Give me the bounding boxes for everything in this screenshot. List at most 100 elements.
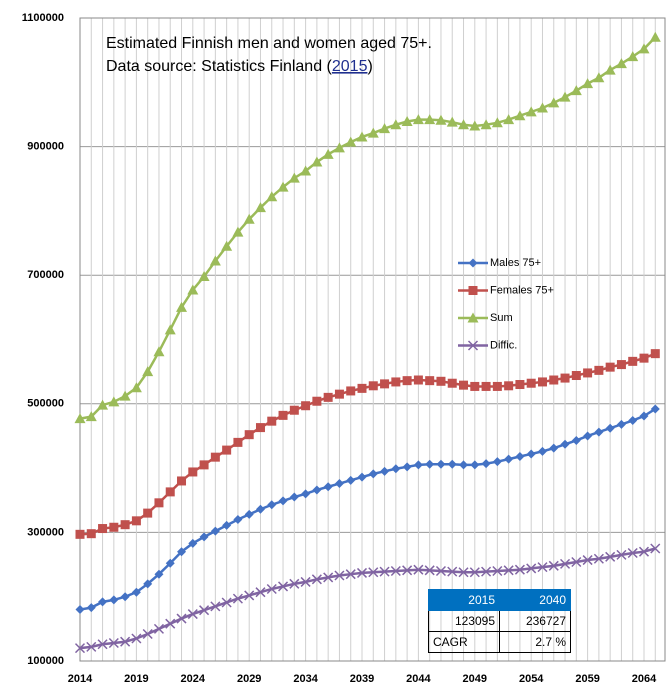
marker [323,482,333,492]
marker [142,628,153,640]
marker [221,597,232,608]
x-tick-label: 2034 [293,673,318,685]
marker [639,411,649,421]
marker [97,639,108,650]
marker [108,396,120,407]
marker [98,597,108,607]
marker [233,437,243,447]
marker [255,423,265,433]
marker [549,375,559,385]
marker [594,427,604,437]
marker [446,116,458,127]
marker [459,460,469,470]
marker [628,356,638,366]
marker [199,532,209,542]
marker [278,581,289,592]
marker [481,566,492,577]
marker [514,110,526,121]
marker [413,460,423,470]
legend-marker [468,286,478,295]
series-line [79,407,656,611]
marker [346,475,356,485]
marker [616,419,626,429]
source-link[interactable]: 2015 [332,58,368,75]
marker [515,380,525,390]
marker [481,381,491,391]
marker [198,270,210,281]
marker [311,156,323,167]
marker [165,558,175,568]
marker [323,392,333,402]
marker [209,255,221,266]
marker [469,567,480,578]
marker [119,390,131,401]
marker [222,520,232,530]
marker [503,565,514,576]
legend-label: Diffic. [490,339,517,351]
marker [289,578,300,589]
marker [153,346,165,357]
marker [570,85,582,96]
marker [481,459,491,469]
subtitle-text: ) [367,58,372,75]
marker [74,643,86,654]
marker [244,430,254,440]
series-line [79,352,656,536]
legend: Males 75+ Females 75+ Sum Diffic. [458,257,554,351]
table-row: 123095 236727 [428,610,571,632]
marker [289,405,299,415]
marker [333,142,345,153]
marker [447,459,457,469]
marker [199,605,210,616]
marker [435,114,447,125]
marker [616,549,627,560]
marker [142,366,154,377]
marker [492,457,502,467]
marker [143,508,153,518]
marker [300,165,312,176]
x-tick-label: 2014 [68,673,93,685]
marker [165,487,175,497]
subtitle-text: Data source: Statistics Finland ( [106,58,333,75]
marker [639,353,649,363]
marker [560,558,571,569]
marker [188,467,198,477]
x-tick-label: 2064 [632,673,657,685]
marker [176,301,188,312]
marker [210,601,221,612]
marker [380,466,390,476]
marker [130,382,142,393]
marker [492,565,503,577]
marker [447,378,457,388]
marker [187,609,198,620]
marker [605,423,615,433]
marker [357,383,367,393]
marker [210,452,220,462]
marker [322,148,334,159]
marker [514,564,525,575]
marker [537,562,548,573]
marker [255,587,266,598]
marker [628,416,638,426]
marker [311,574,322,585]
marker [549,443,559,453]
summary-table: 2015 2040 123095 236727 CAGR 2.7 % [428,589,571,653]
y-tick-label: 300000 [27,526,64,538]
marker [638,43,650,54]
marker [334,389,344,399]
legend-marker [467,312,479,323]
marker [425,459,435,469]
y-tick-label: 1100000 [22,12,64,24]
marker [571,371,581,381]
marker [267,416,277,426]
y-tick-label: 100000 [27,655,64,667]
marker [346,386,356,396]
marker [638,546,650,557]
marker [424,114,436,125]
marker [425,376,435,386]
marker [120,520,130,530]
marker [582,78,594,89]
marker [356,131,368,142]
marker [548,560,559,571]
subtitle: Data source: Statistics Finland (2015) [106,58,373,75]
